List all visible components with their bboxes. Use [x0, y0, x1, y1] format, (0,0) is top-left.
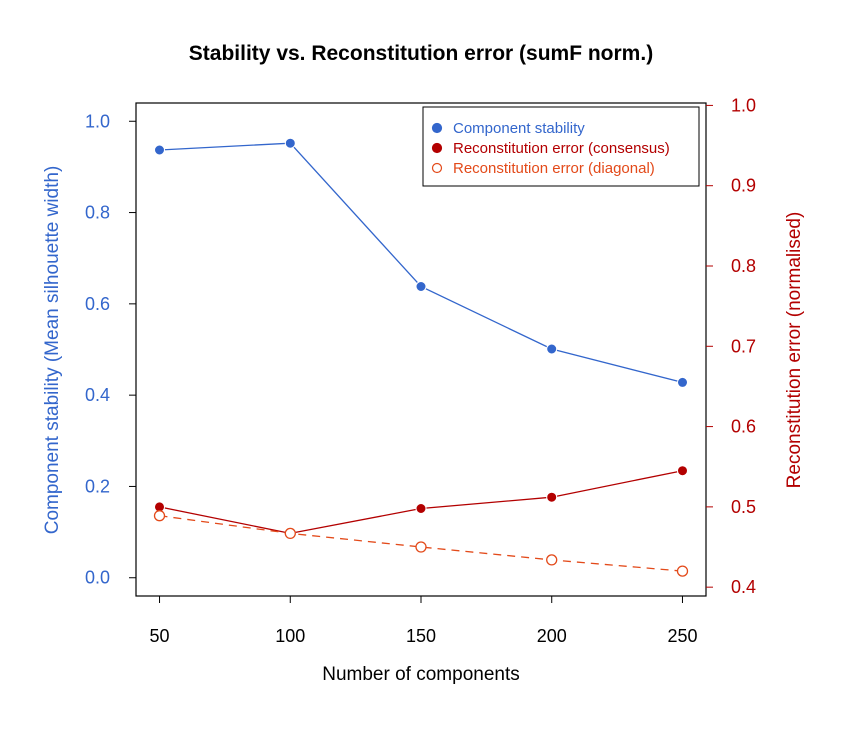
y-left-tick-label: 0.0	[85, 568, 110, 588]
legend-box	[422, 106, 700, 187]
y-right-tick-label: 0.7	[731, 336, 756, 356]
data-point-component-stability	[677, 376, 688, 388]
x-tick-label: 250	[667, 626, 697, 646]
y-left-tick-label: 0.2	[85, 476, 110, 496]
data-point-reconstitution-error-diagonal	[415, 541, 427, 553]
y-right-tick-label: 0.4	[731, 577, 756, 597]
legend-label: Component stability	[453, 120, 585, 137]
chart-title: Stability vs. Reconstitution error (sumF…	[189, 42, 653, 65]
data-point-component-stability	[415, 281, 427, 292]
data-point-reconstitution-error-consensus	[546, 491, 558, 503]
legend-marker	[431, 162, 443, 174]
y-left-tick-label: 0.4	[85, 385, 110, 405]
legend-label: Reconstitution error (diagonal)	[453, 160, 655, 177]
y-right-tick-label: 0.8	[731, 256, 756, 276]
y-left-axis-label: Component stability (Mean silhouette wid…	[42, 166, 63, 535]
series-line-reconstitution-error-consensus	[159, 470, 683, 535]
x-tick-label: 150	[406, 626, 436, 646]
y-right-tick-label: 0.6	[731, 417, 756, 437]
data-point-component-stability	[154, 144, 165, 156]
data-point-reconstitution-error-diagonal	[676, 565, 689, 577]
data-point-reconstitution-error-consensus	[415, 503, 427, 514]
y-right-tick-label: 0.5	[731, 497, 756, 517]
data-point-component-stability	[546, 343, 558, 355]
y-right-tick-label: 1.0	[731, 95, 756, 115]
data-point-component-stability	[284, 137, 296, 149]
y-left-tick-label: 1.0	[85, 111, 110, 131]
y-right-tick-label: 0.9	[731, 176, 756, 196]
y-right-axis-label: Reconstitution error (normalised)	[784, 212, 805, 489]
data-point-reconstitution-error-diagonal	[153, 510, 166, 522]
x-axis-label: Number of components	[322, 664, 520, 685]
ticks-layer: 50 100 150 200 250 0.0 0.2 0.4 0.6 0.8 1.0 0.4 0.5 0.…	[85, 95, 756, 646]
legend: Component stability Reconstitution error …	[422, 106, 700, 187]
y-left-tick-label: 0.6	[85, 294, 110, 314]
series-line-reconstitution-error-diagonal	[159, 515, 683, 572]
legend-marker	[431, 122, 443, 134]
data-point-reconstitution-error-diagonal	[284, 527, 296, 540]
x-tick-label: 200	[537, 626, 567, 646]
legend-label: Reconstitution error (consensus)	[453, 140, 670, 157]
series-layer	[153, 137, 689, 577]
data-point-reconstitution-error-consensus	[677, 465, 688, 477]
x-tick-label: 100	[275, 626, 305, 646]
x-tick-label: 50	[150, 626, 170, 646]
legend-marker	[431, 142, 443, 154]
data-point-reconstitution-error-diagonal	[546, 554, 558, 566]
y-left-tick-label: 0.8	[85, 203, 110, 223]
